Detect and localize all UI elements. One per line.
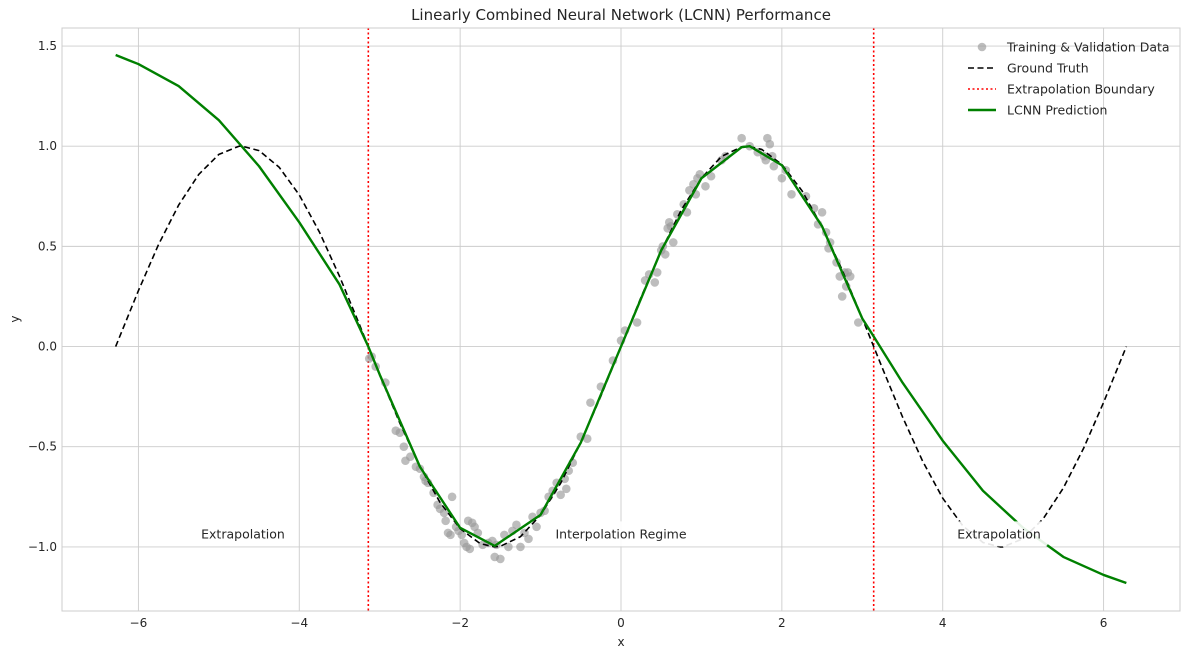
legend-entry-truth: Ground Truth <box>968 61 1089 76</box>
x-tick-label: −4 <box>290 616 308 630</box>
scatter-point <box>562 484 571 494</box>
scatter-point <box>650 278 660 287</box>
scatter-point <box>586 398 595 407</box>
scatter-point <box>769 161 779 171</box>
scatter-point <box>668 238 678 247</box>
y-tick-label: 0.5 <box>38 239 57 253</box>
y-tick-label: 1.5 <box>38 39 57 53</box>
scatter-point <box>701 181 710 191</box>
scatter-point <box>652 268 662 277</box>
y-tick-labels: −1.0 −0.5 0.0 0.5 1.0 1.5 <box>28 39 57 554</box>
scatter-point <box>706 171 716 181</box>
prediction-line <box>115 53 1127 585</box>
legend-entry-training: Training & Validation Data <box>977 40 1170 55</box>
legend-entry-prediction: LCNN Prediction <box>968 103 1107 118</box>
annotation: Extrapolation <box>194 521 292 547</box>
scatter-point <box>837 292 847 301</box>
scatter-point <box>853 318 863 327</box>
x-tick-label: 6 <box>1100 616 1108 630</box>
scatter-point <box>582 434 592 444</box>
axes-frame <box>61 27 1181 612</box>
y-tick-label: 0.0 <box>38 340 57 354</box>
scatter-point <box>439 508 449 518</box>
scatter-point <box>405 452 415 462</box>
scatter-point <box>446 530 455 540</box>
x-tick-label: 4 <box>939 616 947 630</box>
annotation-box <box>194 521 292 547</box>
scatter-point <box>524 534 533 544</box>
annotation-label: Extrapolation <box>201 526 285 541</box>
scatter-point <box>447 492 457 502</box>
annotation-box <box>950 521 1048 547</box>
annotation-label: Interpolation Regime <box>555 526 686 541</box>
y-tick-label: −0.5 <box>28 440 57 454</box>
legend-label: Extrapolation Boundary <box>1007 82 1155 97</box>
y-tick-label: −1.0 <box>28 540 57 554</box>
scatter-point <box>516 542 525 552</box>
legend-label: Ground Truth <box>1007 61 1089 76</box>
scatter-point <box>496 554 505 564</box>
annotation-label: Extrapolation <box>957 526 1041 541</box>
grid <box>62 28 1180 611</box>
annotation-box <box>548 521 694 547</box>
scatter-point <box>457 530 467 540</box>
scatter-point <box>556 490 565 500</box>
chart-title: Linearly Combined Neural Network (LCNN) … <box>411 6 831 24</box>
scatter-point <box>777 173 787 183</box>
legend: Training & Validation Data Ground Truth Ex… <box>968 40 1170 118</box>
annotations: Extrapolation Interpolation Regime Extrapo… <box>194 521 1048 547</box>
y-axis-label: y <box>8 315 22 322</box>
scatter-point <box>845 272 855 281</box>
scatter-point <box>660 250 670 259</box>
scatter-point <box>737 133 746 143</box>
y-tick-label: 1.0 <box>38 139 57 153</box>
annotation: Extrapolation <box>950 521 1048 547</box>
scatter-point <box>465 544 475 554</box>
scatter-point <box>395 428 405 437</box>
annotation: Interpolation Regime <box>548 521 694 547</box>
scatter-point <box>441 516 450 526</box>
legend-label: LCNN Prediction <box>1007 103 1107 118</box>
x-tick-label: 2 <box>778 616 786 630</box>
x-tick-label: −6 <box>130 616 148 630</box>
legend-entry-boundary: Extrapolation Boundary <box>968 82 1155 97</box>
scatter-point <box>504 542 513 552</box>
x-tick-label: −2 <box>451 616 469 630</box>
scatter-point <box>817 208 827 217</box>
scatter-point <box>787 189 796 199</box>
scatter-point <box>632 318 642 327</box>
x-tick-label: 0 <box>617 616 625 630</box>
series-lines <box>114 53 1128 585</box>
x-tick-labels: −6 −4 −2 0 2 4 6 <box>130 616 1108 630</box>
scatter-point <box>765 139 775 149</box>
legend-label: Training & Validation Data <box>1006 40 1170 55</box>
scatter-point <box>532 522 541 532</box>
scatter-point <box>512 520 521 530</box>
x-axis-label: x <box>617 635 624 649</box>
legend-marker <box>977 42 987 52</box>
scatter-point <box>399 442 409 452</box>
